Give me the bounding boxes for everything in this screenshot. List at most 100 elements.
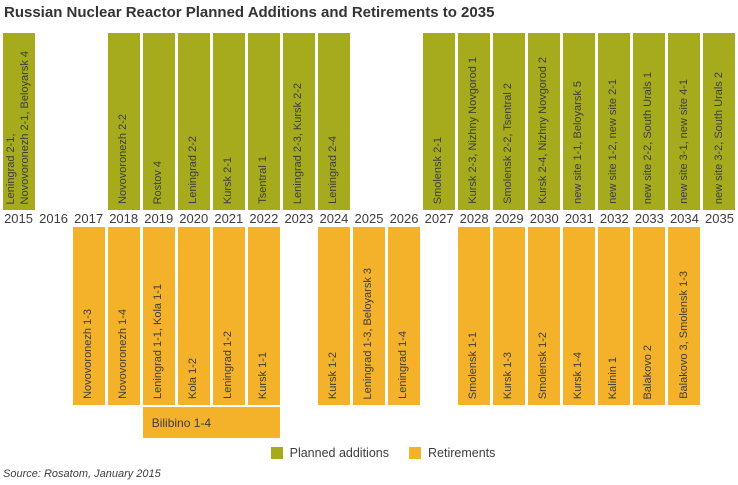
retirement-bar-label: Leningrad 1-3, Beloyarsk 3	[362, 267, 375, 399]
years-axis: 2015 2016 2017 2018 2019 2020 2021 2022 2023 2024…	[1, 210, 737, 227]
addition-bar-label: new site 3-1, new site 4-1	[677, 79, 690, 204]
retirement-bar: Smolensk 1-1	[458, 227, 491, 405]
addition-bar: Leningrad 2-2	[177, 33, 210, 210]
retirement-bar: Balakovo 2	[633, 227, 666, 405]
addition-bar-label: Leningrad 2-4	[327, 136, 340, 204]
addition-bar-label: Leningrad 2-2	[186, 136, 199, 204]
addition-bar: Kursk 2-3, Nizhny Novgorod 1	[458, 33, 491, 210]
retirement-bar: Leningrad 1-3, Beloyarsk 3	[352, 227, 386, 405]
retirement-bar: Novovoronezh 1-3	[72, 227, 105, 405]
retirement-bar-label: Kursk 1-2	[327, 351, 340, 399]
retirement-bar: Smolensk 1-2	[528, 227, 561, 405]
retirement-bar-label: Balakovo 3, Smolensk 1-3	[677, 271, 690, 399]
retirement-bar-label: Leningrad 1-4	[397, 331, 410, 399]
addition-bar-label: Leningrad 2-1, Novovoronezh 2-1, Beloyar…	[4, 50, 31, 204]
legend-item-planned-additions: Planned additions	[270, 446, 389, 460]
multi-year-retirement-label: Bilibino 1-4	[151, 415, 212, 430]
retirement-bar	[423, 227, 455, 405]
retirement-bar-label: Kola 1-2	[186, 358, 199, 399]
addition-bar-label: new site 2-2, South Urals 1	[642, 71, 655, 204]
retirement-bar: Kursk 1-1	[247, 227, 280, 405]
year-tick-label: 2030	[529, 211, 559, 226]
retirement-bar: Kursk 1-2	[317, 227, 350, 405]
retirement-bar-label: Kalinin 1	[607, 356, 620, 399]
addition-bar-label: Smolensk 2-1	[432, 136, 445, 204]
page-title: Russian Nuclear Reactor Planned Addition…	[4, 4, 495, 21]
retirements-row: Novovoronezh 1-3 Novovoronezh 1-4 Leningra…	[1, 227, 737, 405]
retirement-bar: Kola 1-2	[177, 227, 210, 405]
addition-bar: new site 3-2, South Urals 2	[703, 33, 736, 210]
legend-item-retirements: Retirements	[409, 446, 495, 460]
bilibino-row: Bilibino 1-4	[1, 405, 737, 438]
addition-bar-label: new site 1-1, Beloyarsk 5	[572, 81, 585, 204]
addition-bar-label: Tsentral 1	[256, 156, 269, 204]
retirement-bar-label: Novovoronezh 1-3	[81, 309, 94, 399]
addition-bar-label: Kursk 2-1	[221, 156, 234, 204]
year-tick-label: 2026	[389, 211, 419, 226]
year-tick-label: 2032	[599, 211, 629, 226]
addition-bar	[353, 33, 385, 210]
retirement-bar: Balakovo 3, Smolensk 1-3	[668, 227, 701, 405]
addition-bar-label: Smolensk 2-2, Tsentral 2	[502, 83, 515, 204]
year-tick-label: 2024	[319, 211, 349, 226]
addition-bar: new site 3-1, new site 4-1	[668, 33, 701, 210]
retirements-swatch-icon	[409, 447, 421, 459]
year-tick-label: 2021	[214, 211, 244, 226]
retirement-bar: Leningrad 1-4	[388, 227, 421, 405]
year-tick-label: 2016	[39, 211, 69, 226]
year-tick-label: 2029	[494, 211, 524, 226]
addition-bar: Leningrad 2-3, Kursk 2-2	[282, 33, 315, 210]
retirement-bar-label: Kursk 1-4	[572, 351, 585, 399]
addition-bar-label: Rostov 4	[151, 160, 164, 204]
retirement-bar	[283, 227, 315, 405]
addition-bar: Leningrad 2-1, Novovoronezh 2-1, Beloyar…	[2, 33, 35, 210]
planned-additions-swatch-icon	[270, 447, 283, 459]
retirement-bar: Leningrad 1-1, Kola 1-1	[142, 227, 175, 405]
year-tick-label: 2018	[109, 211, 139, 226]
addition-bar-label: Leningrad 2-3, Kursk 2-2	[292, 82, 305, 204]
retirement-bar	[3, 227, 35, 405]
addition-bar	[73, 33, 105, 210]
year-tick-label: 2027	[424, 211, 454, 226]
retirement-bar	[38, 227, 70, 405]
year-tick-label: 2023	[284, 211, 314, 226]
planned-additions-label: Planned additions	[289, 446, 389, 460]
retirements-label: Retirements	[428, 446, 496, 460]
addition-bar-label: new site 1-2, new site 2-1	[607, 79, 620, 204]
addition-bar: Kursk 2-1	[212, 33, 245, 210]
year-tick-label: 2020	[179, 211, 209, 226]
addition-bar: Rostov 4	[142, 33, 175, 210]
year-tick-label: 2022	[249, 211, 279, 226]
addition-bar: new site 2-2, South Urals 1	[633, 33, 666, 210]
addition-bar-label: Kursk 2-3, Nizhny Novgorod 1	[467, 57, 480, 204]
retirement-bar-label: Kursk 1-3	[502, 351, 515, 399]
year-tick-label: 2017	[74, 211, 104, 226]
addition-bar-label: Novovoronezh 2-2	[116, 114, 129, 204]
addition-bar-label: Kursk 2-4, Nizhny Novgorod 2	[537, 57, 550, 204]
addition-bar-label: new site 3-2, South Urals 2	[712, 71, 725, 204]
retirement-bar: Novovoronezh 1-4	[107, 227, 140, 405]
year-tick-label: 2031	[564, 211, 594, 226]
retirement-bar: Leningrad 1-2	[212, 227, 245, 405]
additions-row: Leningrad 2-1, Novovoronezh 2-1, Beloyar…	[1, 33, 737, 210]
addition-bar: Smolensk 2-2, Tsentral 2	[493, 33, 526, 210]
retirement-bar-label: Leningrad 1-2	[221, 331, 234, 399]
addition-bar: Novovoronezh 2-2	[107, 33, 140, 210]
addition-bar: Leningrad 2-4	[317, 33, 350, 210]
year-tick-label: 2034	[669, 211, 699, 226]
year-tick-label: 2033	[634, 211, 664, 226]
retirement-bar-label: Smolensk 1-2	[537, 331, 550, 399]
year-tick-label: 2019	[144, 211, 174, 226]
multi-year-retirement-bar: Bilibino 1-4	[142, 407, 280, 438]
year-tick-label: 2015	[4, 211, 33, 226]
retirement-bar-label: Balakovo 2	[642, 344, 655, 399]
year-tick-label: 2028	[459, 211, 489, 226]
retirement-bar	[703, 227, 735, 405]
year-tick-label: 2035	[705, 211, 734, 226]
source-note: Source: Rosatom, January 2015	[3, 468, 161, 480]
year-tick-label: 2025	[354, 211, 384, 226]
retirement-bar: Kursk 1-3	[493, 227, 526, 405]
addition-bar: Tsentral 1	[247, 33, 280, 210]
addition-bar: Smolensk 2-1	[423, 33, 456, 210]
